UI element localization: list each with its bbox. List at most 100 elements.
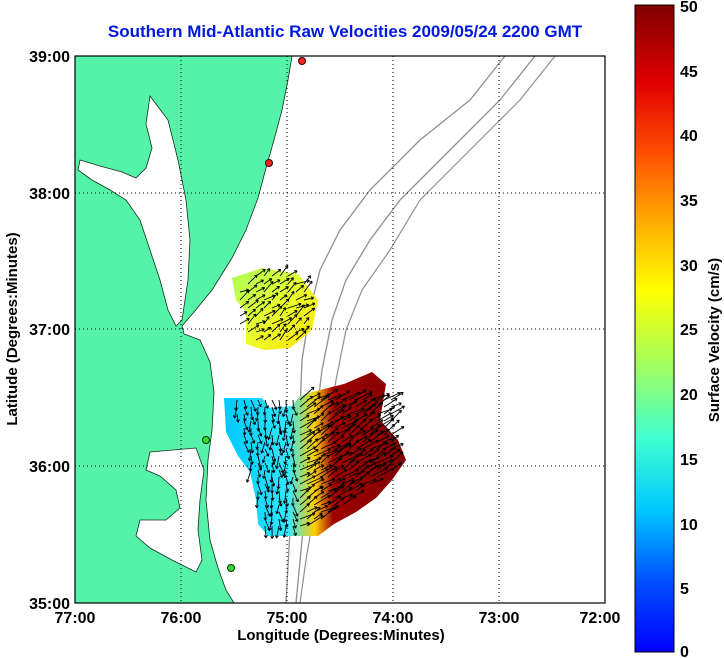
velocity-arrow	[269, 441, 273, 451]
velocity-arrowhead	[327, 494, 331, 499]
velocity-arrow	[299, 496, 311, 506]
velocity-arrowhead	[340, 485, 345, 489]
velocity-arrow	[306, 408, 321, 415]
velocity-arrowhead	[364, 413, 368, 417]
velocity-arrow	[376, 441, 387, 450]
velocity-arrow	[263, 469, 266, 479]
velocity-arrow	[263, 268, 271, 277]
velocity-arrow	[320, 483, 333, 492]
velocity-arrowhead	[267, 527, 272, 531]
velocity-arrow	[299, 503, 310, 513]
velocity-arrowhead	[375, 439, 379, 444]
velocity-arrowhead	[334, 448, 338, 453]
velocity-arrow	[390, 434, 399, 443]
velocity-arrowhead	[319, 405, 324, 409]
velocity-arrowhead	[298, 302, 302, 307]
velocity-arrowhead	[266, 469, 270, 474]
velocity-arrowhead	[303, 330, 307, 334]
velocity-arrow	[341, 435, 353, 443]
velocity-arrow	[292, 406, 298, 416]
velocity-arrow	[320, 501, 331, 506]
velocity-arrowhead	[373, 478, 377, 482]
velocity-arrowhead	[281, 437, 286, 442]
velocity-arrow	[282, 406, 287, 417]
velocity-arrowhead	[243, 311, 248, 315]
velocity-arrow	[383, 392, 401, 401]
velocity-arrowhead	[262, 269, 266, 273]
velocity-arrow	[362, 448, 374, 457]
velocity-arrowhead	[276, 323, 281, 328]
velocity-arrowhead	[337, 443, 341, 448]
velocity-arrow	[299, 462, 317, 471]
velocity-arrow	[341, 493, 353, 499]
velocity-arrow	[295, 280, 310, 285]
velocity-arrow	[362, 403, 376, 415]
velocity-arrowhead	[348, 406, 352, 411]
velocity-arrow	[271, 318, 284, 325]
velocity-arrowhead	[255, 418, 259, 422]
velocity-arrowhead	[260, 335, 264, 339]
velocity-arrowhead	[246, 289, 250, 294]
velocity-arrowhead	[324, 504, 328, 509]
velocity-arrow	[348, 398, 358, 408]
velocity-arrowhead	[377, 414, 381, 418]
velocity-arrow	[299, 431, 315, 443]
velocity-arrow	[320, 464, 332, 471]
velocity-arrow	[369, 478, 384, 485]
velocity-arrow	[376, 468, 395, 478]
colorbar-tick-label: 50	[680, 0, 698, 16]
velocity-arrowhead	[325, 468, 329, 472]
velocity-arrowhead	[263, 534, 268, 539]
velocity-arrowhead	[294, 310, 298, 314]
velocity-arrowhead	[272, 425, 276, 429]
velocity-arrow	[264, 483, 270, 493]
velocity-arrowhead	[369, 390, 373, 395]
velocity-arrowhead	[326, 454, 330, 459]
velocity-arrowhead	[262, 475, 266, 479]
velocity-arrow	[239, 289, 249, 293]
velocity-arrowhead	[292, 430, 297, 434]
velocity-arrowhead	[333, 505, 338, 510]
velocity-arrowhead	[370, 448, 374, 452]
velocity-arrow	[369, 467, 388, 478]
velocity-arrow	[247, 274, 258, 285]
velocity-arrow	[264, 504, 271, 517]
velocity-arrow	[257, 399, 262, 407]
velocity-arrowhead	[244, 440, 249, 444]
velocity-arrow	[278, 427, 282, 435]
velocity-arrow	[299, 395, 313, 408]
velocity-arrowhead	[315, 449, 319, 453]
velocity-arrow	[287, 277, 294, 285]
velocity-arrowhead	[313, 418, 317, 422]
velocity-arrow	[313, 448, 331, 457]
velocity-arrow	[341, 495, 357, 506]
velocity-arrowhead	[267, 300, 272, 305]
velocity-arrowhead	[279, 474, 284, 479]
velocity-arrow	[313, 405, 324, 415]
velocity-arrow	[320, 424, 333, 436]
velocity-arrow	[271, 286, 280, 293]
velocity-arrowhead	[364, 435, 368, 439]
velocity-arrowhead	[286, 455, 291, 460]
velocity-arrowhead	[389, 455, 393, 459]
velocity-arrow	[263, 281, 274, 293]
velocity-arrowhead	[356, 424, 361, 429]
velocity-arrow	[287, 303, 302, 309]
velocity-arrow	[243, 413, 246, 422]
velocity-arrow	[327, 485, 344, 499]
velocity-arrowhead	[267, 436, 271, 441]
velocity-arrowhead	[317, 395, 321, 399]
velocity-arrowhead	[324, 433, 329, 438]
velocity-arrow	[257, 462, 262, 471]
velocity-arrow	[355, 430, 366, 436]
velocity-arrow	[275, 525, 280, 539]
velocity-arrow	[376, 412, 392, 422]
velocity-arrow	[299, 414, 310, 422]
velocity-arrow	[348, 452, 363, 464]
velocity-arrowhead	[349, 435, 354, 439]
velocity-arrow	[292, 462, 295, 473]
y-tick-label: 37:00	[29, 322, 70, 339]
velocity-arrowhead	[365, 464, 370, 469]
velocity-arrow	[271, 406, 276, 417]
velocity-arrowhead	[290, 277, 294, 281]
